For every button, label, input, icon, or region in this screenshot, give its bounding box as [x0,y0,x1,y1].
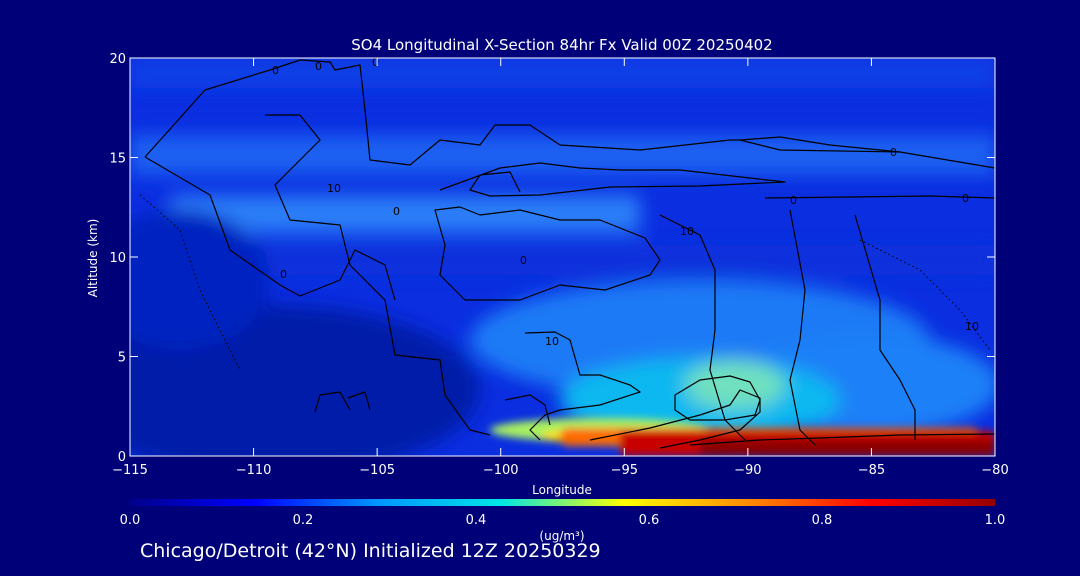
contour-label: 0 [520,254,527,267]
colorbar-tick-label: 1.0 [985,513,1006,528]
contour-label: 0 [890,146,897,159]
x-axis: −115 −110 −105 −100 −95 −90 −85 −80 [112,58,1009,478]
contour-cap-0 [739,136,995,199]
x-tick-label: −110 [236,463,272,478]
contour-label: 10 [545,335,559,348]
chart-title: SO4 Longitudinal X-Section 84hr Fx Valid… [351,36,772,54]
colorbar-tick-label: 0.2 [293,513,314,528]
concentration-field [130,58,995,456]
y-axis-label: Altitude (km) [86,219,100,298]
contour-label: 10 [965,320,979,333]
y-axis: 0 5 10 15 20 [109,52,995,465]
contour-dotted-west [139,194,241,371]
contour-plume-lobe [674,375,761,421]
contour-outer-0 [144,59,491,436]
contour-upper-10 [299,59,995,169]
contour-dotted-east [859,239,991,351]
field-band-12km [170,195,640,233]
y-tick-label: 15 [109,152,126,167]
contour-label: 0 [315,60,322,73]
contour-label-group: 0 0 0 10 0 10 0 0 0 0 10 0 10 [272,56,979,348]
colorbar-ticks: 0.0 0.2 0.4 0.6 0.8 1.0 [120,513,1006,528]
contour-label: 0 [962,192,969,205]
x-tick-label: −105 [359,463,395,478]
contour-label: 0 [280,268,287,281]
x-tick-label: −80 [981,463,1008,478]
footer-caption: Chicago/Detroit (42°N) Initialized 12Z 2… [140,540,601,562]
field-surface-darkred [700,440,995,456]
y-tick-label: 0 [118,450,126,465]
contour-dotted-lines [139,194,991,371]
contour-mid-0 [439,162,786,197]
x-axis-label: Longitude [532,483,592,497]
contour-label: 0 [272,64,279,77]
contour-east-bottom [689,433,995,446]
y-tick-label: 10 [109,251,126,266]
x-tick-label: −100 [483,463,519,478]
contour-label: 10 [680,225,694,238]
contour-inner-10 [434,206,661,301]
y-tick-label: 20 [109,52,126,67]
colorbar-tick-label: 0.4 [466,513,487,528]
colorbar-units-label: (ug/m³) [539,529,584,543]
field-plume-core [685,360,785,410]
field-band-10km [130,245,995,275]
contour-west-low [314,391,371,413]
contour-label: 0 [393,205,400,218]
colorbar-tick-label: 0.6 [639,513,660,528]
field-band-15km [130,135,995,175]
contour-lines [144,59,995,449]
contour-lower-10 [504,331,761,449]
x-tick-label: −95 [611,463,638,478]
y-tick-label: 5 [118,351,126,366]
contour-label: 10 [327,182,341,195]
colorbar [130,499,995,506]
contour-label: 0 [790,194,797,207]
x-tick-label: −85 [858,463,885,478]
x-tick-label: −90 [734,463,761,478]
contour-label: 0 [372,56,379,69]
field-dark-upper-west [130,210,270,350]
field-upper-band [130,58,995,88]
x-tick-label: −115 [112,463,148,478]
colorbar-tick-label: 0.8 [812,513,833,528]
colorbar-tick-label: 0.0 [120,513,141,528]
